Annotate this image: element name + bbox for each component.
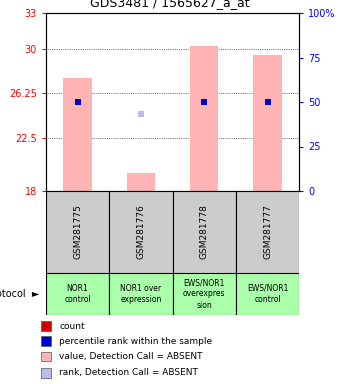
Text: percentile rank within the sample: percentile rank within the sample <box>59 337 212 346</box>
Bar <box>46 191 109 273</box>
Text: rank, Detection Call = ABSENT: rank, Detection Call = ABSENT <box>59 369 198 377</box>
Bar <box>253 55 282 191</box>
Text: GSM281778: GSM281778 <box>200 205 209 260</box>
Text: protocol  ►: protocol ► <box>0 289 39 299</box>
Text: NOR1 over
expression: NOR1 over expression <box>120 284 162 304</box>
Bar <box>236 273 299 315</box>
Text: EWS/NOR1
overexpres
sion: EWS/NOR1 overexpres sion <box>183 278 225 310</box>
Bar <box>109 191 172 273</box>
Bar <box>173 191 236 273</box>
Bar <box>173 273 236 315</box>
Text: GSM281775: GSM281775 <box>73 205 82 260</box>
Bar <box>41 321 51 331</box>
Bar <box>41 352 51 361</box>
Text: GSM281777: GSM281777 <box>263 205 272 260</box>
Bar <box>46 273 109 315</box>
Text: GDS3481 / 1565627_a_at: GDS3481 / 1565627_a_at <box>90 0 250 9</box>
Text: count: count <box>59 321 85 331</box>
Text: NOR1
control: NOR1 control <box>64 284 91 304</box>
Bar <box>190 46 219 191</box>
Bar <box>63 78 92 191</box>
Text: EWS/NOR1
control: EWS/NOR1 control <box>247 284 288 304</box>
Bar <box>126 173 155 191</box>
Bar <box>236 191 299 273</box>
Bar <box>41 336 51 346</box>
Bar <box>41 368 51 378</box>
Text: GSM281776: GSM281776 <box>136 205 146 260</box>
Bar <box>109 273 172 315</box>
Text: value, Detection Call = ABSENT: value, Detection Call = ABSENT <box>59 352 203 361</box>
